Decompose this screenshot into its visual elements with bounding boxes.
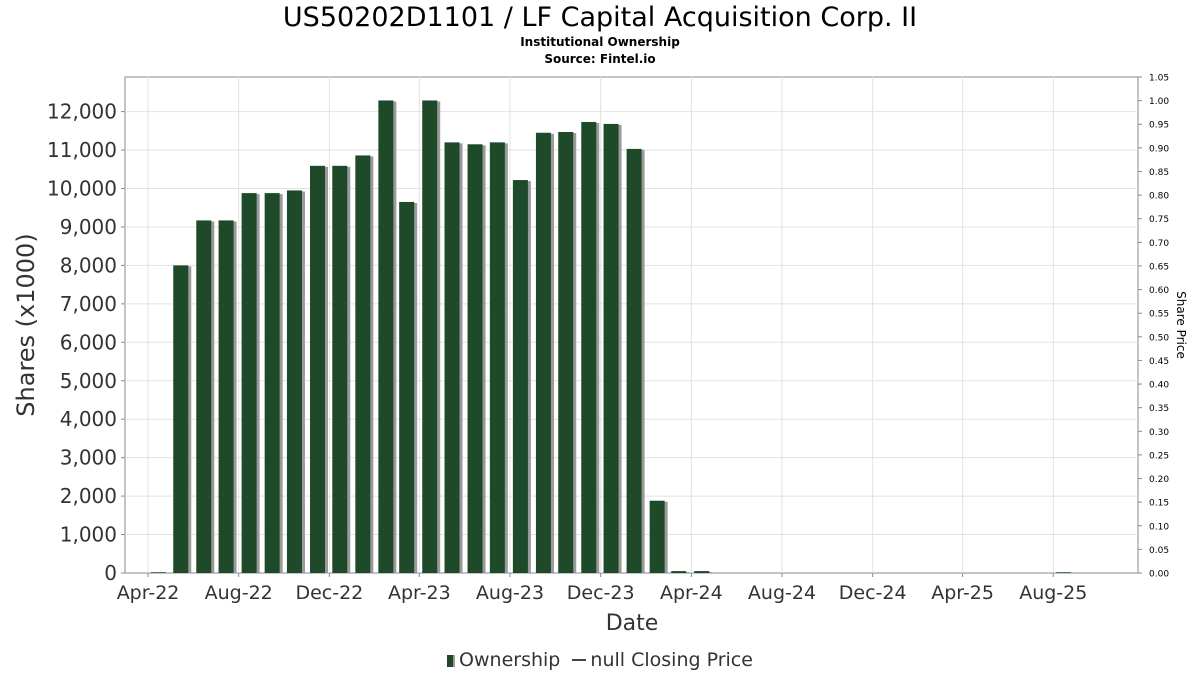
y-tick-label: 8,000	[60, 253, 117, 277]
y2-tick-label: 0.70	[1149, 239, 1169, 249]
x-tick-label: Apr-22	[117, 582, 180, 604]
bar	[196, 220, 212, 573]
bar	[422, 100, 438, 574]
x-tick-label: Apr-24	[660, 582, 723, 604]
bar	[378, 100, 394, 574]
bar	[264, 193, 280, 573]
legend-label-price: null Closing Price	[590, 648, 753, 671]
x-tick-label: Apr-23	[388, 582, 451, 604]
x-tick-label: Dec-24	[839, 582, 907, 604]
legend-item-ownership: Ownership	[447, 648, 560, 672]
bar	[309, 165, 325, 573]
y2-tick-label: 0.90	[1149, 144, 1169, 154]
legend-label-ownership: Ownership	[459, 648, 561, 671]
y2-axis-title: Share Price	[1174, 291, 1188, 359]
y2-tick-label: 0.60	[1149, 286, 1169, 296]
bar	[355, 155, 371, 574]
y2-tick-label: 0.10	[1149, 522, 1169, 532]
y-tick-label: 11,000	[47, 138, 117, 162]
legend: Ownership null Closing Price	[0, 647, 1200, 672]
bar	[332, 165, 348, 573]
x-tick-label: Aug-22	[205, 582, 273, 604]
y2-tick-label: 0.25	[1149, 451, 1169, 461]
y-tick-label: 0	[104, 561, 117, 585]
bar	[218, 220, 234, 573]
x-tick-label: Aug-23	[476, 582, 544, 604]
bar	[173, 265, 189, 573]
bar	[1056, 572, 1072, 573]
chart-title: US50202D1101 / LF Capital Acquisition Co…	[282, 2, 918, 33]
y-tick-label: 12,000	[47, 100, 117, 124]
bar	[489, 142, 505, 574]
y2-tick-label: 0.80	[1149, 192, 1169, 202]
y-tick-label: 4,000	[60, 407, 117, 431]
ownership-swatch	[447, 654, 456, 667]
bar	[467, 144, 483, 574]
bar	[694, 571, 710, 573]
bar	[603, 123, 619, 574]
y2-tick-label: 0.05	[1149, 546, 1169, 556]
x-tick-label: Aug-25	[1019, 582, 1087, 604]
bar	[286, 190, 302, 573]
y-axis-title: Shares (x1000)	[12, 233, 40, 416]
x-tick-label: Apr-25	[931, 582, 994, 604]
bar	[649, 500, 665, 573]
x-axis: Apr-22 Aug-22 Dec-22 Apr-23 Aug-23 Dec-23 Apr-…	[117, 573, 1087, 604]
y-tick-label: 2,000	[60, 484, 117, 508]
y2-tick-label: 0.55	[1149, 310, 1169, 320]
bars	[150, 100, 1072, 574]
bar	[626, 148, 642, 574]
bar	[581, 121, 597, 573]
bar	[150, 572, 166, 573]
y2-tick-label: 0.00	[1149, 570, 1169, 580]
bar	[444, 142, 460, 574]
y-axis: 0 1,000 2,000 3,000 4,000 5,000 6,000 7,000 8,00…	[47, 100, 125, 585]
y2-tick-label: 1.00	[1149, 97, 1169, 107]
y2-tick-label: 0.65	[1149, 262, 1169, 272]
y-tick-label: 6,000	[60, 330, 117, 354]
chart-source: Source: Fintel.io	[544, 52, 656, 66]
bar	[241, 193, 257, 573]
x-tick-label: Aug-24	[748, 582, 816, 604]
y-tick-label: 5,000	[60, 369, 117, 393]
chart-subtitle: Institutional Ownership	[520, 35, 680, 49]
y2-tick-label: 0.75	[1149, 215, 1169, 225]
x-axis-title: Date	[606, 611, 659, 636]
bar	[512, 180, 528, 573]
y2-tick-label: 0.50	[1149, 333, 1169, 343]
y2-axis: 0.00 0.05 0.10 0.15 0.20 0.25 0.30 0.35 0.40 0.45…	[1138, 74, 1169, 580]
y2-tick-label: 0.35	[1149, 404, 1169, 414]
y-tick-label: 10,000	[47, 177, 117, 201]
bar	[558, 131, 574, 573]
y2-tick-label: 0.20	[1149, 475, 1169, 485]
legend-item-price: null Closing Price	[566, 648, 753, 672]
y2-tick-label: 0.85	[1149, 168, 1169, 178]
y-tick-label: 3,000	[60, 446, 117, 470]
y-tick-label: 9,000	[60, 215, 117, 239]
y2-tick-label: 0.15	[1149, 499, 1169, 509]
x-tick-label: Dec-22	[295, 582, 363, 604]
y-tick-label: 7,000	[60, 292, 117, 316]
price-line-swatch	[572, 659, 587, 661]
y2-tick-label: 0.95	[1149, 121, 1169, 131]
y2-tick-label: 1.05	[1149, 74, 1169, 84]
y-tick-label: 1,000	[60, 523, 117, 547]
x-tick-label: Dec-23	[567, 582, 635, 604]
bar	[535, 132, 551, 573]
y2-tick-label: 0.40	[1149, 381, 1169, 391]
y2-tick-label: 0.45	[1149, 357, 1169, 367]
bar	[399, 201, 415, 573]
y2-tick-label: 0.30	[1149, 428, 1169, 438]
bar	[671, 571, 687, 573]
